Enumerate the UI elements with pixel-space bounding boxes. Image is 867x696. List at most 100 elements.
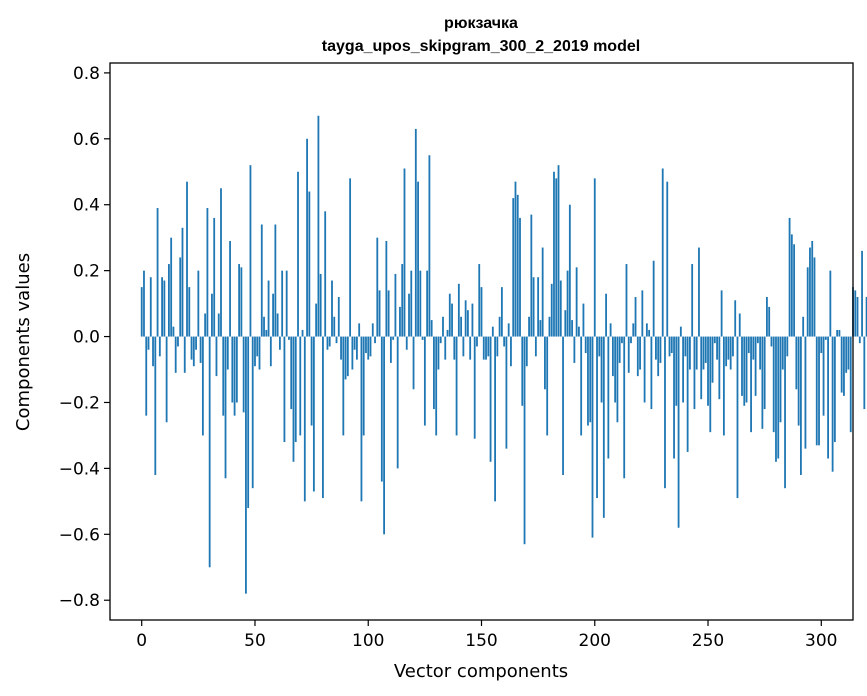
chart-title: рюкзачка <box>444 15 518 32</box>
bar-301 <box>822 336 825 416</box>
bar-81 <box>324 211 327 337</box>
bar-245 <box>695 336 698 370</box>
bar-182 <box>553 171 555 337</box>
bar-267 <box>745 336 748 403</box>
bar-148 <box>476 336 478 347</box>
bar-282 <box>779 336 782 423</box>
bar-319 <box>863 336 866 410</box>
bar-221 <box>641 290 644 337</box>
bar-320 <box>865 297 867 337</box>
bar-121 <box>414 128 417 337</box>
bar-273 <box>759 336 762 370</box>
bar-228 <box>657 336 660 377</box>
bar-311 <box>845 336 848 373</box>
bar-168 <box>521 336 524 406</box>
bar-237 <box>677 336 680 528</box>
bar-294 <box>806 267 809 337</box>
bar-89 <box>342 336 345 436</box>
bar-23 <box>192 336 195 367</box>
bar-140 <box>457 283 460 337</box>
bar-269 <box>750 336 752 433</box>
bar-135 <box>446 329 449 337</box>
bar-165 <box>514 181 517 337</box>
x-tick-label: 0 <box>136 631 147 651</box>
bar-291 <box>799 336 802 475</box>
bar-315 <box>854 290 857 337</box>
y-tick-label: 0.2 <box>73 262 100 282</box>
bar-22 <box>190 336 193 360</box>
bar-218 <box>634 297 637 337</box>
bar-130 <box>435 336 438 436</box>
bar-300 <box>820 336 823 354</box>
bar-48 <box>249 165 252 337</box>
bar-85 <box>333 316 336 337</box>
bar-265 <box>741 336 743 396</box>
bar-163 <box>510 336 512 367</box>
y-tick-label: 0.0 <box>73 328 100 348</box>
bar-152 <box>485 336 487 360</box>
bar-227 <box>655 336 657 360</box>
bar-157 <box>496 336 499 357</box>
bar-84 <box>331 280 333 337</box>
bar-102 <box>371 323 374 337</box>
bar-86 <box>335 336 338 344</box>
bar-53 <box>260 224 263 337</box>
bar-26 <box>199 336 202 363</box>
bar-1 <box>143 270 145 337</box>
bar-172 <box>530 214 533 337</box>
bar-181 <box>550 283 553 337</box>
bar-192 <box>575 267 578 337</box>
bar-0 <box>140 287 143 337</box>
bar-236 <box>675 336 678 406</box>
bar-36 <box>222 336 225 416</box>
bar-308 <box>838 329 841 337</box>
bar-99 <box>365 336 367 354</box>
y-tick-label: −0.4 <box>59 459 100 479</box>
bar-142 <box>462 336 465 357</box>
bar-254 <box>716 336 718 360</box>
y-tick-label: −0.2 <box>59 393 100 413</box>
bar-166 <box>516 194 519 337</box>
bar-268 <box>747 336 750 354</box>
bar-203 <box>600 336 603 403</box>
bar-186 <box>562 336 564 475</box>
bar-92 <box>349 178 352 337</box>
bar-69 <box>297 171 299 337</box>
bar-146 <box>471 303 474 337</box>
bar-120 <box>412 336 415 390</box>
bar-110 <box>389 336 392 363</box>
bar-189 <box>568 204 571 337</box>
bar-112 <box>394 273 397 337</box>
bar-289 <box>795 336 798 390</box>
bar-3 <box>147 336 150 350</box>
bar-154 <box>489 336 492 462</box>
bar-132 <box>439 336 442 344</box>
bar-38 <box>226 336 229 370</box>
bar-204 <box>602 336 605 518</box>
bar-179 <box>546 336 549 436</box>
bar-9 <box>161 277 163 337</box>
bar-94 <box>353 336 356 350</box>
bar-316 <box>856 297 859 337</box>
bar-101 <box>369 336 372 357</box>
bar-188 <box>566 270 569 337</box>
bar-283 <box>781 336 784 370</box>
bar-226 <box>652 260 655 337</box>
bar-129 <box>433 336 435 410</box>
bar-225 <box>650 336 653 410</box>
bar-313 <box>849 336 852 433</box>
bar-219 <box>636 336 639 377</box>
bar-78 <box>317 115 320 337</box>
bar-105 <box>378 290 381 337</box>
bar-35 <box>220 188 222 337</box>
bar-169 <box>523 336 526 545</box>
bar-111 <box>392 336 395 340</box>
bar-2 <box>145 336 148 416</box>
bar-59 <box>274 224 277 337</box>
bar-79 <box>319 273 322 337</box>
y-tick-label: 0.4 <box>73 196 100 216</box>
bar-240 <box>684 336 687 357</box>
bar-180 <box>548 316 551 337</box>
bar-74 <box>308 191 311 337</box>
bar-170 <box>525 336 528 367</box>
